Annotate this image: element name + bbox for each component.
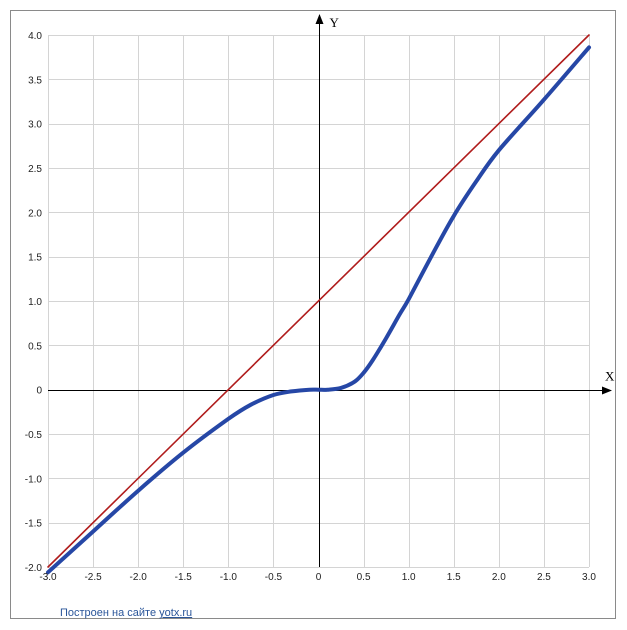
credit-text: Построен на сайте — [60, 607, 160, 619]
y-tick-label: 2.5 — [28, 164, 42, 175]
x-tick-label: -1.0 — [220, 572, 238, 583]
x-tick-label: -2.5 — [84, 572, 102, 583]
y-tick-label: 0 — [36, 386, 42, 397]
y-tick-label: 4.0 — [28, 31, 42, 42]
y-tick-label: -1.0 — [25, 474, 43, 485]
x-tick-label: 1.0 — [402, 572, 416, 583]
y-tick-label: 0.5 — [28, 341, 42, 352]
y-tick-label: 1.5 — [28, 253, 42, 264]
x-tick-label: 0 — [316, 572, 322, 583]
y-tick-label: -2.0 — [25, 563, 43, 574]
y-tick-label: 3.0 — [28, 120, 42, 131]
x-tick-label: 2.0 — [492, 572, 506, 583]
y-tick-label: 3.5 — [28, 75, 42, 86]
y-tick-label: -1.5 — [25, 519, 43, 530]
x-tick-label: 0.5 — [357, 572, 371, 583]
chart-svg: X Y -3.0 -2.5 -2.0 -1.5 -1.0 -0.5 0 0.5 1.0 1.5 2.0 2… — [25, 14, 615, 583]
line-series-red — [47, 34, 590, 568]
y-axis-arrow — [315, 14, 324, 24]
y-tick-label: -0.5 — [25, 430, 43, 441]
x-tick-label: 1.5 — [447, 572, 461, 583]
x-tick-label: -0.5 — [265, 572, 283, 583]
x-axis-label: X — [605, 369, 615, 384]
series-group — [46, 34, 591, 575]
y-tick-label: 1.0 — [28, 297, 42, 308]
line-series-blue — [46, 45, 591, 575]
x-tick-label: -1.5 — [175, 572, 193, 583]
x-tick-label: 3.0 — [582, 572, 596, 583]
tick-labels: X Y -3.0 -2.5 -2.0 -1.5 -1.0 -0.5 0 0.5 1.0 1.5 2.0 2… — [25, 15, 615, 583]
y-axis-label: Y — [330, 15, 340, 30]
y-tick-label: 2.0 — [28, 208, 42, 219]
chart-frame: X Y -3.0 -2.5 -2.0 -1.5 -1.0 -0.5 0 0.5 1.0 1.5 2.0 2… — [10, 10, 616, 619]
x-axis-arrow — [602, 386, 612, 395]
x-tick-label: 2.5 — [537, 572, 551, 583]
x-tick-label: -2.0 — [130, 572, 148, 583]
x-tick-label: -3.0 — [39, 572, 57, 583]
credit-link[interactable]: yotx.ru — [159, 607, 193, 619]
credit-line: Построен на сайте yotx.ru — [60, 607, 192, 619]
